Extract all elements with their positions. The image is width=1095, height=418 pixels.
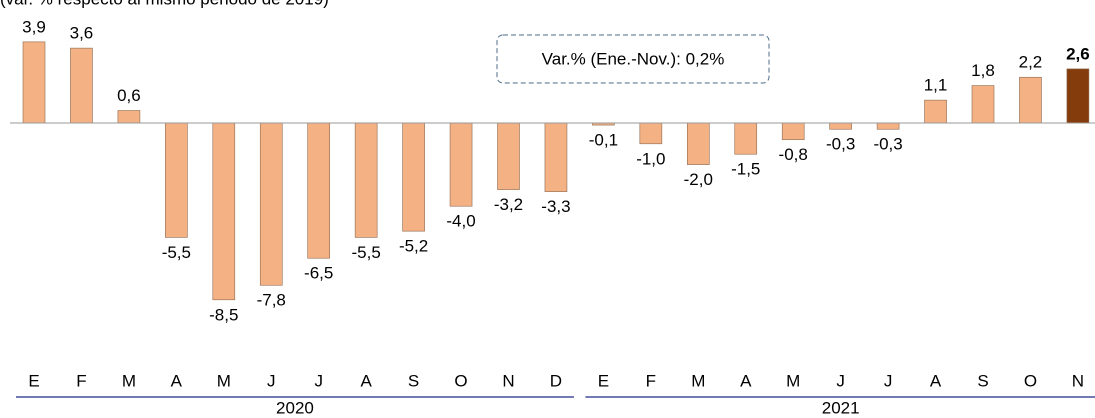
x-tick-label: E xyxy=(28,371,39,390)
chart-subtitle: (var. % respecto al mismo periodo de 201… xyxy=(0,0,329,8)
value-label: -0,3 xyxy=(826,135,855,154)
bar xyxy=(1066,68,1090,124)
x-tick-label: M xyxy=(691,371,705,390)
value-label: -1,5 xyxy=(731,160,760,179)
value-label: 2,6 xyxy=(1066,44,1090,63)
bar xyxy=(70,47,93,124)
x-tick-label: J xyxy=(836,371,845,390)
value-label: -0,1 xyxy=(589,131,618,150)
bar xyxy=(781,122,805,140)
value-label: 3,9 xyxy=(22,17,46,36)
value-label: -3,3 xyxy=(541,197,570,216)
x-tick-label: J xyxy=(314,371,323,390)
x-tick-label: O xyxy=(1024,371,1037,390)
value-label: -8,5 xyxy=(209,305,238,324)
x-tick-label: J xyxy=(884,371,893,390)
x-tick-label: J xyxy=(267,371,276,390)
bar xyxy=(734,122,758,155)
bar xyxy=(354,122,378,238)
bar xyxy=(497,122,520,190)
x-tick-label: A xyxy=(930,371,942,390)
value-label: -2,0 xyxy=(684,170,713,189)
x-tick-label: M xyxy=(786,371,800,390)
x-tick-label: A xyxy=(360,371,372,390)
bar xyxy=(876,122,900,130)
annotation-box xyxy=(496,34,770,84)
bar xyxy=(22,41,46,124)
bar xyxy=(686,122,710,165)
bar xyxy=(165,122,188,238)
bar xyxy=(307,122,331,259)
bar xyxy=(639,122,663,145)
bar xyxy=(259,122,283,286)
bar xyxy=(971,85,995,124)
value-label: -4,0 xyxy=(446,212,475,231)
value-label: 3,6 xyxy=(70,24,94,43)
value-label: -5,5 xyxy=(352,243,381,262)
x-tick-label: A xyxy=(171,371,183,390)
x-tick-label: F xyxy=(76,371,86,390)
value-label: 0,6 xyxy=(117,86,141,105)
value-label: -5,2 xyxy=(399,237,428,256)
bar xyxy=(117,110,141,124)
x-tick-label: E xyxy=(598,371,609,390)
bar xyxy=(924,99,947,124)
value-label: 1,8 xyxy=(971,61,995,80)
value-label: -0,8 xyxy=(779,145,808,164)
bar xyxy=(212,122,236,301)
bar xyxy=(1019,76,1042,124)
x-tick-label: F xyxy=(646,371,656,390)
bar xyxy=(544,122,568,192)
bar xyxy=(829,122,852,130)
x-tick-label: N xyxy=(1072,371,1084,390)
x-tick-label: M xyxy=(217,371,231,390)
value-label: 2,2 xyxy=(1019,53,1043,72)
x-tick-label: A xyxy=(740,371,752,390)
value-label: -6,5 xyxy=(304,264,333,283)
x-tick-label: N xyxy=(502,371,514,390)
value-label: -0,3 xyxy=(873,135,902,154)
x-tick-label: D xyxy=(550,371,562,390)
group-label: 2021 xyxy=(822,398,860,417)
annotation: Var.% (Ene.-Nov.): 0,2% xyxy=(542,49,725,68)
group-label: 2020 xyxy=(276,398,314,417)
value-label: -3,2 xyxy=(494,195,523,214)
value-label: -1,0 xyxy=(636,149,665,168)
value-label: 1,1 xyxy=(924,76,948,95)
value-label: -5,5 xyxy=(162,243,191,262)
value-label: -7,8 xyxy=(257,291,286,310)
x-tick-label: M xyxy=(122,371,136,390)
bar xyxy=(449,122,473,207)
x-tick-label: S xyxy=(408,371,419,390)
x-tick-label: S xyxy=(977,371,988,390)
x-tick-label: O xyxy=(454,371,467,390)
bar xyxy=(402,122,425,232)
